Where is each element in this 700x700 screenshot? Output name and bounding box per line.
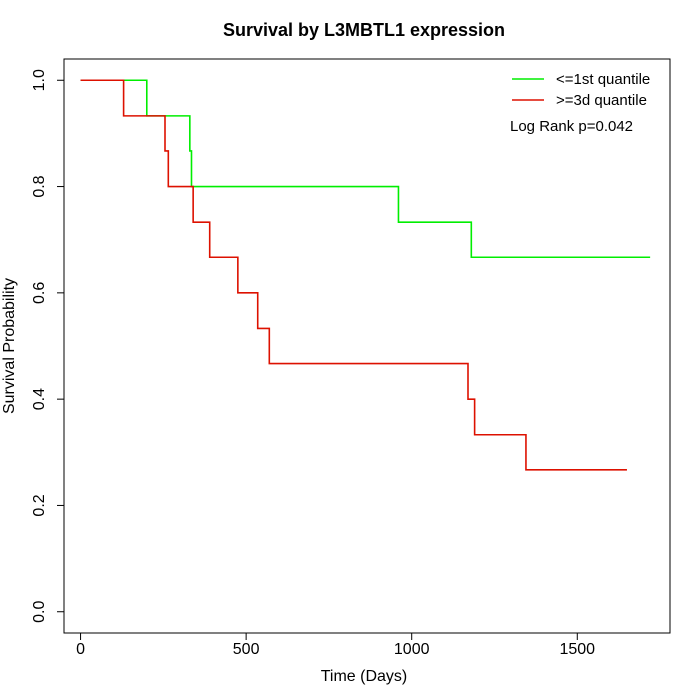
y-tick-label: 1.0 [31,69,48,91]
series-line-2 [80,79,627,471]
y-tick-label: 0.0 [31,601,48,623]
y-tick-label: 0.6 [31,282,48,304]
y-axis: 0.0 0.2 0.4 0.6 0.8 1.0 [31,69,65,623]
legend-label-1: <=1st quantile [556,71,650,88]
x-axis-label: Time (Days) [321,668,408,685]
legend: <=1st quantile >=3d quantile [512,71,650,109]
y-tick-label: 0.8 [31,175,48,197]
x-tick-label: 1000 [394,641,430,658]
chart-title: Survival by L3MBTL1 expression [223,20,505,40]
series-line-1 [80,79,651,259]
series-layer [80,79,651,471]
legend-label-2: >=3d quantile [556,92,647,109]
y-tick-label: 0.2 [31,494,48,516]
y-tick-label: 0.4 [31,388,48,410]
x-tick-label: 1500 [559,641,595,658]
x-tick-label: 0 [76,641,85,658]
y-axis-label: Survival Probability [1,278,18,414]
log-rank-annotation: Log Rank p=0.042 [510,118,633,135]
x-axis: 0 500 1000 1500 [76,632,595,658]
plot-frame [63,58,671,634]
x-tick-label: 500 [233,641,260,658]
